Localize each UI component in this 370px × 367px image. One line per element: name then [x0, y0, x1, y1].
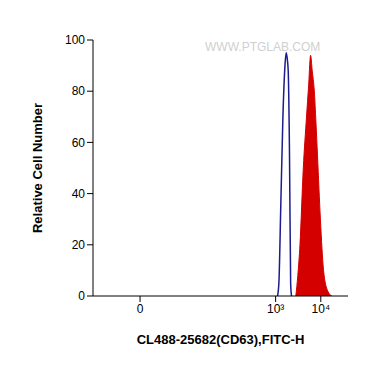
svg-text:60: 60 [72, 136, 86, 150]
svg-text:10³: 10³ [267, 302, 284, 316]
svg-text:20: 20 [72, 238, 86, 252]
svg-text:CL488-25682(CD63),FITC-H: CL488-25682(CD63),FITC-H [137, 332, 305, 347]
svg-text:Relative Cell Number: Relative Cell Number [30, 103, 45, 233]
svg-text:0: 0 [78, 289, 85, 303]
svg-text:10⁴: 10⁴ [312, 302, 331, 316]
svg-text:0: 0 [137, 302, 144, 316]
svg-text:80: 80 [72, 84, 86, 98]
svg-text:100: 100 [65, 33, 85, 47]
html-text:WWW.PTGLAB.COM: WWW.PTGLAB.COM [205, 40, 321, 54]
svg-text:40: 40 [72, 187, 86, 201]
